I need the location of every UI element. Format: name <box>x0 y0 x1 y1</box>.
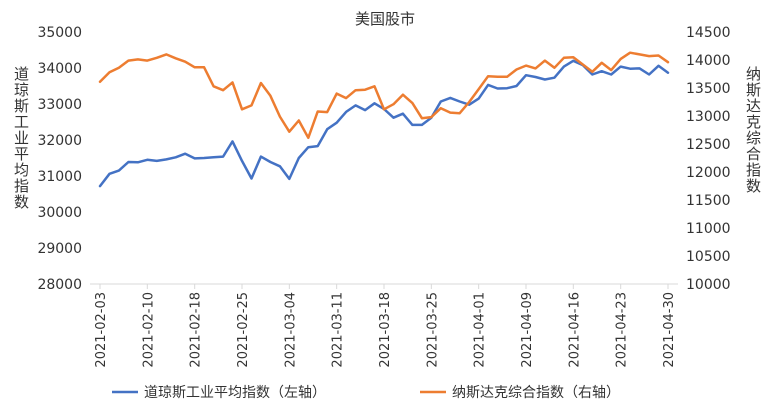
x-tick-label: 2021-02-18 <box>189 292 204 368</box>
y-left-tick-label: 33000 <box>37 97 82 113</box>
y-axis-right-label: 纳斯达克综合指数 <box>744 66 762 194</box>
y-right-tick-label: 13500 <box>686 81 731 97</box>
series-line-nasdaq <box>98 51 670 140</box>
y-left-tick-label: 31000 <box>37 169 82 185</box>
y-right-tick-label: 10500 <box>686 249 731 265</box>
x-tick-label: 2021-04-23 <box>615 292 630 368</box>
x-tick-label: 2021-04-01 <box>473 292 488 368</box>
y-right-tick-label: 14000 <box>686 53 731 69</box>
legend-item-dow-label: 道琼斯工业平均指数（左轴） <box>144 385 326 401</box>
y-right-tick-label: 13000 <box>686 109 731 125</box>
x-tick-label: 2021-02-10 <box>141 292 156 368</box>
y-left-tick-label: 29000 <box>37 241 82 257</box>
y-right-tick-label: 11000 <box>686 221 731 237</box>
x-tick-label: 2021-03-18 <box>378 292 393 368</box>
y-right-tick-label: 12000 <box>686 165 731 181</box>
y-left-tick-label: 34000 <box>37 61 82 77</box>
y-right-tick-label: 14500 <box>686 25 731 41</box>
y-left-tick-label: 30000 <box>37 205 82 221</box>
x-tick-label: 2021-03-04 <box>283 292 298 368</box>
x-tick-label: 2021-04-16 <box>567 292 582 368</box>
y-right-tick-label: 10000 <box>686 277 731 293</box>
y-left-tick-label: 32000 <box>37 133 82 149</box>
x-tick-label: 2021-03-11 <box>331 292 346 368</box>
y-axis-left-label: 道琼斯工业平均指数 <box>12 66 30 210</box>
x-tick-label: 2021-03-25 <box>425 292 440 368</box>
y-left-tick-label: 35000 <box>37 25 82 41</box>
x-tick-label: 2021-02-25 <box>236 292 251 368</box>
x-tick-label: 2021-04-09 <box>520 292 535 368</box>
y-left-tick-label: 28000 <box>37 277 82 293</box>
y-right-tick-label: 11500 <box>686 193 731 209</box>
chart-title: 美国股市 <box>355 10 415 28</box>
x-tick-label: 2021-02-03 <box>94 292 109 368</box>
x-tick-label: 2021-04-30 <box>662 292 677 368</box>
series-line-dow <box>98 59 670 188</box>
y-right-tick-label: 12500 <box>686 137 731 153</box>
legend-item-nasdaq-label: 纳斯达克综合指数（右轴） <box>452 385 620 401</box>
